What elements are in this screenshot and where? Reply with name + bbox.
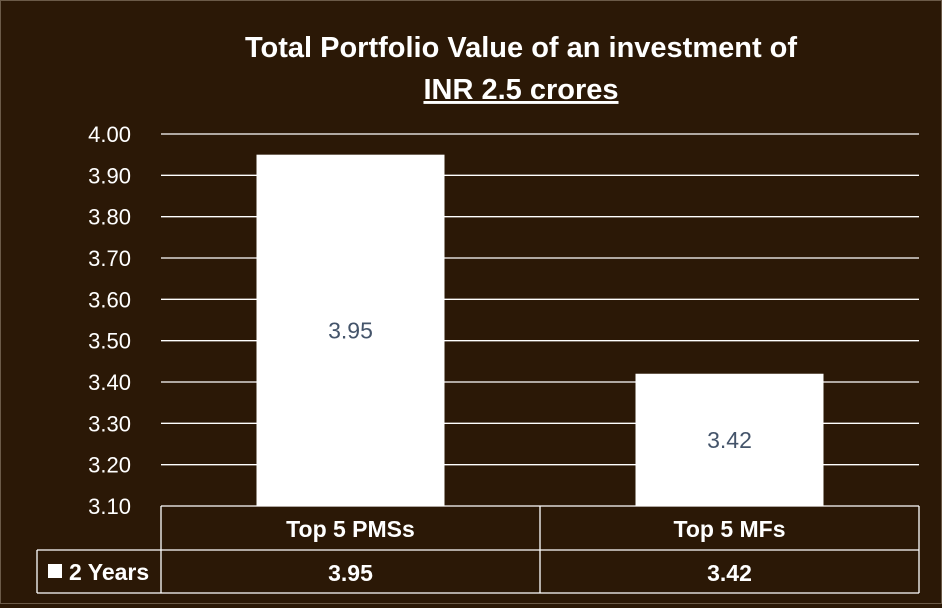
bars: 3.95 3.42 (256, 154, 824, 506)
bar-data-label: 3.42 (707, 427, 752, 453)
y-tick-label: 3.30 (88, 411, 131, 436)
data-table: Top 5 PMSs 3.95 Top 5 MFs 3.42 2 Years (36, 505, 920, 594)
category-label: Top 5 PMSs (286, 516, 415, 542)
table-value: 3.95 (328, 560, 373, 586)
legend-series-name: 2 Years (69, 559, 149, 585)
bar-data-label: 3.95 (328, 317, 373, 343)
bar (256, 154, 445, 506)
y-tick-label: 3.50 (88, 329, 131, 354)
y-tick-label: 3.80 (88, 205, 131, 230)
chart-title-line-2: INR 2.5 crores (423, 74, 618, 106)
y-tick-label: 3.10 (88, 494, 131, 519)
chart-title-line-1: Total Portfolio Value of an investment o… (245, 32, 797, 64)
y-tick-label: 4.00 (88, 122, 131, 147)
y-tick-label: 3.70 (88, 246, 131, 271)
y-tick-label: 3.40 (88, 370, 131, 395)
y-tick-label: 3.60 (88, 287, 131, 312)
y-tick-label: 3.90 (88, 163, 131, 188)
bar (635, 373, 824, 506)
category-label: Top 5 MFs (673, 516, 785, 542)
y-tick-label: 3.20 (88, 453, 131, 478)
y-axis: 3.10 3.20 3.30 3.40 3.50 3.60 3.70 3.80 3.90 4.00 (88, 122, 131, 519)
legend-key (48, 564, 62, 578)
table-value: 3.42 (707, 560, 752, 586)
